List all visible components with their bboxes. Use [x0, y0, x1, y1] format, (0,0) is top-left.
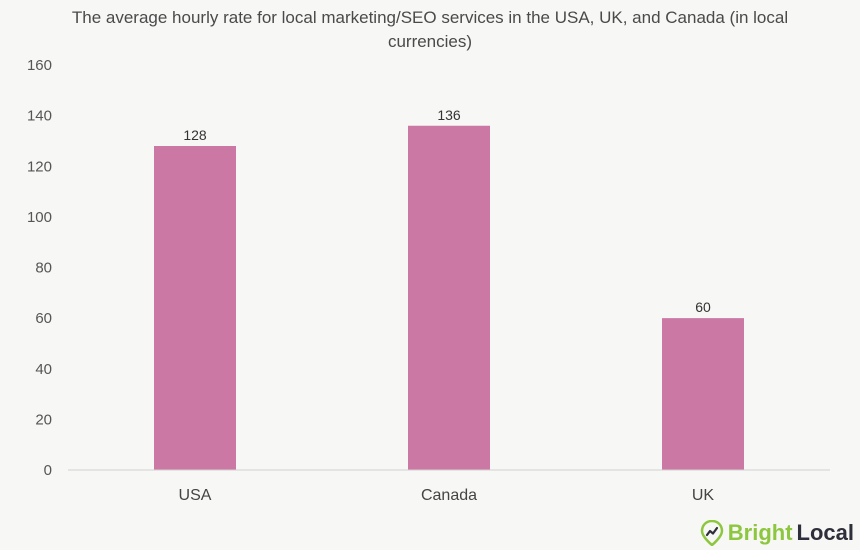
data-label: 136 [437, 107, 461, 123]
data-label: 60 [695, 299, 711, 315]
data-label: 128 [183, 127, 207, 143]
location-pin-icon [700, 520, 724, 546]
y-tick-label: 20 [35, 411, 52, 428]
brightlocal-logo: Bright Local [700, 520, 854, 546]
x-tick-label: UK [692, 487, 715, 504]
logo-text-bright: Bright [727, 520, 793, 545]
y-tick-label: 0 [44, 462, 52, 479]
chart-title: The average hourly rate for local market… [71, 8, 789, 51]
y-tick-label: 140 [27, 108, 52, 125]
y-tick-label: 120 [27, 158, 52, 175]
y-tick-label: 100 [27, 209, 52, 226]
y-tick-label: 160 [27, 57, 52, 74]
y-tick-label: 80 [35, 260, 52, 277]
bar [154, 146, 236, 470]
bar-chart: 0 20 40 60 80 100 120 140 160 128 USA 136 Canada 60 UK [27, 57, 830, 504]
y-tick-label: 40 [35, 361, 52, 378]
x-tick-label: USA [179, 487, 212, 504]
bar [662, 318, 744, 470]
x-tick-label: Canada [421, 487, 477, 504]
y-tick-label: 60 [35, 310, 52, 327]
bar [408, 125, 490, 470]
logo-text-local: Local [796, 520, 854, 545]
